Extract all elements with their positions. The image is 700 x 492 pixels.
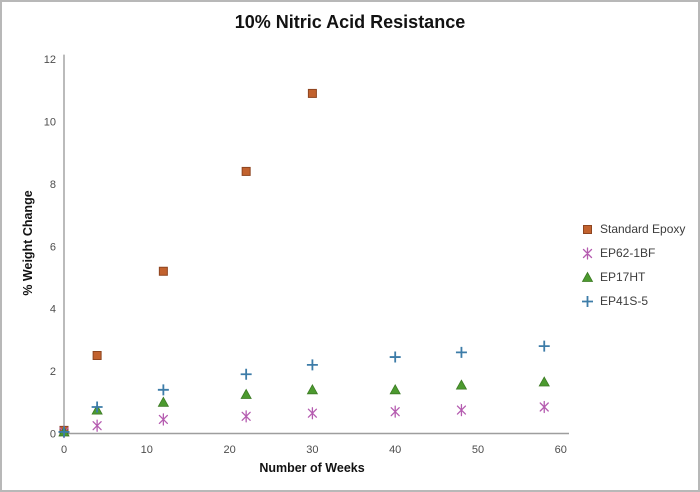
svg-text:20: 20 xyxy=(223,444,235,456)
svg-text:12: 12 xyxy=(44,54,56,66)
legend-label: EP41S-5 xyxy=(600,294,649,308)
series-ep41s-5 xyxy=(58,340,550,438)
triangle-marker-icon xyxy=(581,271,594,282)
svg-text:10: 10 xyxy=(44,117,56,129)
svg-text:0: 0 xyxy=(50,429,56,441)
svg-text:4: 4 xyxy=(50,304,56,316)
svg-text:60: 60 xyxy=(555,444,567,456)
svg-text:50: 50 xyxy=(472,444,484,456)
svg-text:10: 10 xyxy=(141,444,153,456)
legend-label: EP17HT xyxy=(600,270,646,284)
legend-item-standard-epoxy: Standard Epoxy xyxy=(580,217,685,241)
chart-title: 10% Nitric Acid Resistance xyxy=(234,12,466,32)
legend-item-ep17ht: EP17HT xyxy=(580,265,685,289)
legend-label: EP62-1BF xyxy=(600,246,656,260)
y-axis-title: % Weight Change xyxy=(21,190,35,296)
series-standard-epoxy xyxy=(59,88,317,435)
asterisk-marker-icon xyxy=(582,246,593,260)
legend-label: Standard Epoxy xyxy=(600,222,686,236)
svg-text:6: 6 xyxy=(50,241,56,253)
legend-item-ep41s-5: EP41S-5 xyxy=(580,289,685,313)
svg-text:0: 0 xyxy=(61,444,67,456)
svg-text:40: 40 xyxy=(389,444,401,456)
series-ep17ht xyxy=(58,376,550,437)
legend-item-ep62-1bf: EP62-1BF xyxy=(580,241,685,265)
svg-text:8: 8 xyxy=(50,179,56,191)
legend: Standard Epoxy EP62-1BF EP17HT EP41S-5 xyxy=(580,217,685,313)
square-marker-icon xyxy=(583,224,592,234)
svg-text:2: 2 xyxy=(50,366,56,378)
svg-text:30: 30 xyxy=(306,444,318,456)
series-ep62-1bf xyxy=(59,400,549,439)
plus-marker-icon xyxy=(582,295,593,307)
x-axis-title: Number of Weeks xyxy=(259,461,365,475)
